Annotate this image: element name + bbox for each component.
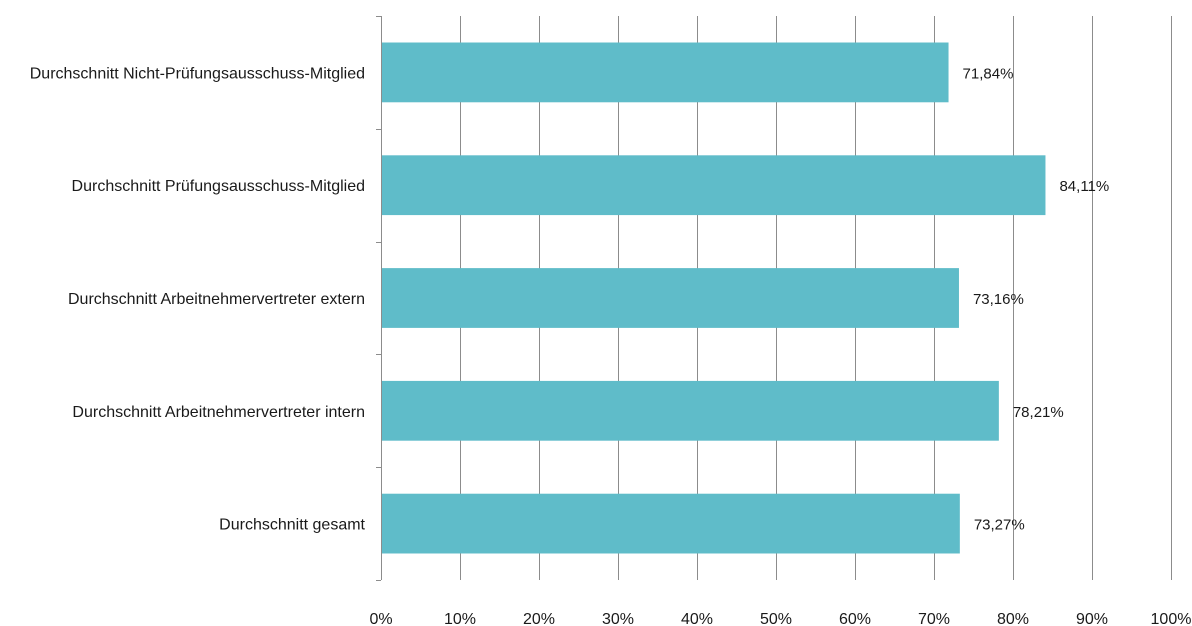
category-label: Durchschnitt Arbeitnehmervertreter exter… — [68, 291, 365, 308]
category-label: Durchschnitt gesamt — [219, 517, 365, 534]
x-tick-label: 20% — [523, 611, 555, 626]
x-tick-label: 0% — [369, 611, 392, 626]
category-label: Durchschnitt Arbeitnehmervertreter inter… — [72, 404, 365, 421]
category-label: Durchschnitt Nicht-Prüfungsausschuss-Mit… — [30, 65, 365, 82]
data-label: 84,11% — [1059, 178, 1109, 195]
data-label: 78,21% — [1013, 404, 1064, 421]
data-label: 71,84% — [963, 65, 1014, 82]
bar — [382, 268, 959, 328]
labels: 0% 10% 20% 30% 40% 50% 60% 70% 80% 90% 100% 71,84% D… — [30, 65, 1192, 626]
x-tick-label: 100% — [1151, 611, 1192, 626]
bar — [382, 42, 949, 103]
x-tick-label: 60% — [839, 611, 871, 626]
axes — [376, 16, 382, 581]
x-tick-label: 10% — [444, 611, 476, 626]
x-tick-label: 30% — [602, 611, 634, 626]
x-tick-label: 50% — [760, 611, 792, 626]
x-tick-label: 70% — [918, 611, 950, 626]
x-tick-label: 80% — [997, 611, 1029, 626]
category-label: Durchschnitt Prüfungsausschuss-Mitglied — [72, 178, 365, 195]
bars — [382, 42, 1046, 554]
x-tick-label: 40% — [681, 611, 713, 626]
x-tick-label: 90% — [1076, 611, 1108, 626]
bar — [382, 155, 1046, 216]
bar — [382, 380, 999, 441]
bar — [382, 493, 960, 554]
data-label: 73,27% — [974, 517, 1025, 534]
data-label: 73,16% — [973, 291, 1024, 308]
